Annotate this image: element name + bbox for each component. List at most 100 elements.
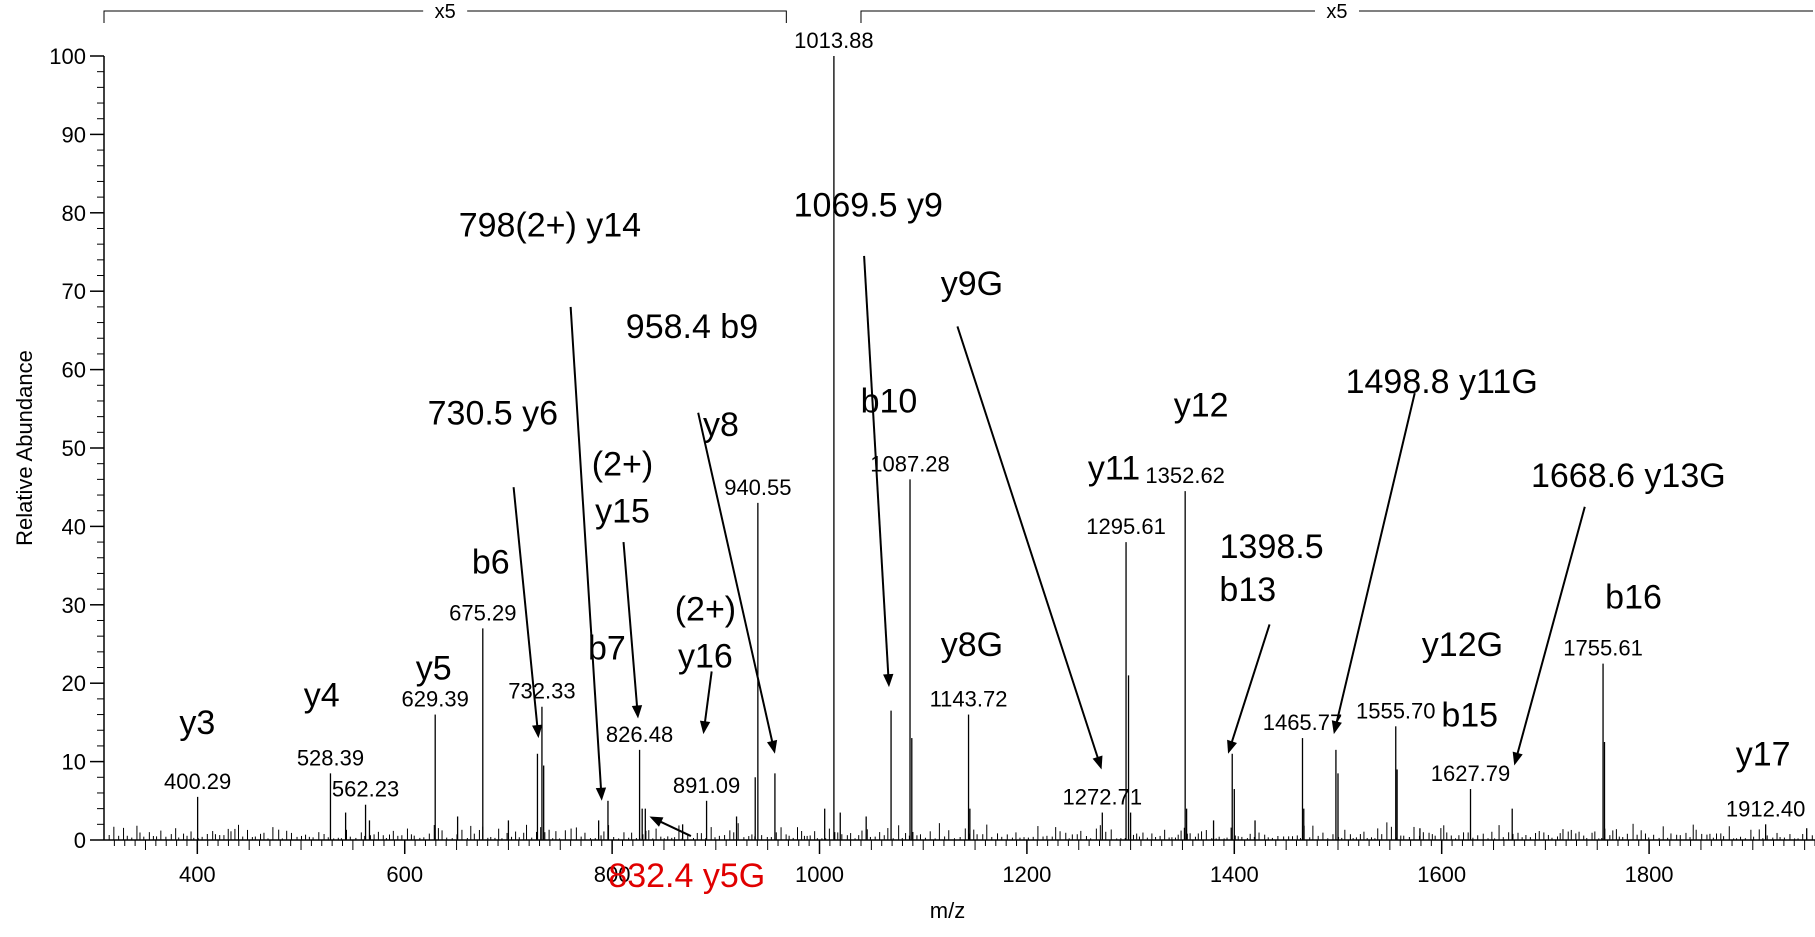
fragment-annotation: y5 bbox=[416, 649, 452, 687]
peak-mz-label: 891.09 bbox=[673, 773, 740, 798]
baseline-noise bbox=[108, 822, 1813, 840]
fragment-annotation: b16 bbox=[1605, 579, 1662, 617]
y-tick-label: 0 bbox=[74, 828, 86, 853]
peak-mz-label: 1272.71 bbox=[1063, 785, 1143, 810]
peak-mz-label: 1352.62 bbox=[1145, 463, 1225, 488]
peak-mz-label: 1013.88 bbox=[794, 28, 874, 53]
arrow-head bbox=[766, 739, 778, 754]
x-tick-label: 1400 bbox=[1210, 862, 1259, 887]
fragment-annotation: 1398.5 bbox=[1220, 528, 1324, 566]
x-tick-label: 1600 bbox=[1417, 862, 1466, 887]
fragment-annotation: y15 bbox=[595, 492, 650, 530]
fragment-annotation: 1668.6 y13G bbox=[1531, 457, 1726, 495]
arrow-head bbox=[699, 720, 711, 735]
scale-bracket bbox=[860, 10, 1813, 23]
fragment-annotations: y3 y4 y5 b6 b7 730.5 y6 798(2+) y14 (2+) y15 (2+)… bbox=[179, 187, 1790, 895]
peak-labels: 400.29 528.39 562.23 629.39 675.29 732.33 826.… bbox=[164, 28, 1805, 821]
peak-mz-label: 562.23 bbox=[332, 777, 399, 802]
annotation-arrow bbox=[659, 820, 692, 837]
peak-mz-label: 1755.61 bbox=[1563, 636, 1643, 661]
fragment-annotation: y8G bbox=[941, 626, 1003, 664]
fragment-annotation: b10 bbox=[861, 383, 918, 421]
y-tick-label: 50 bbox=[62, 436, 86, 461]
x-tick-label: 800 bbox=[594, 862, 631, 887]
fragment-annotation: y12G bbox=[1422, 626, 1503, 664]
annotation-arrow bbox=[622, 541, 639, 707]
annotation-arrow bbox=[1516, 506, 1586, 755]
y-tick-label: 40 bbox=[62, 514, 86, 539]
x-tick-label: 400 bbox=[179, 862, 216, 887]
peak-mz-label: 629.39 bbox=[402, 687, 469, 712]
annotation-arrow bbox=[703, 671, 713, 723]
annotation-arrows bbox=[512, 255, 1586, 837]
arrow-head bbox=[1092, 755, 1103, 770]
x-tick-label: 1200 bbox=[1002, 862, 1051, 887]
annotation-arrow bbox=[863, 255, 890, 676]
annotation-arrow bbox=[1230, 624, 1271, 743]
fragment-annotation: b6 bbox=[472, 543, 510, 581]
x-axis-title: m/z bbox=[930, 898, 965, 923]
arrow-head bbox=[532, 724, 543, 739]
fragment-annotation: (2+) bbox=[592, 445, 653, 483]
annotation-arrow bbox=[1335, 392, 1416, 723]
peak-bars bbox=[196, 56, 1808, 840]
y-tick-label: 90 bbox=[62, 122, 86, 147]
fragment-annotation: b13 bbox=[1219, 571, 1276, 609]
peak-mz-label: 1555.70 bbox=[1356, 698, 1436, 723]
peak-mz-label: 400.29 bbox=[164, 769, 231, 794]
annotation-arrow bbox=[956, 326, 1099, 759]
y-tick-label: 10 bbox=[62, 750, 86, 775]
y-tick-label: 60 bbox=[62, 358, 86, 383]
arrow-head bbox=[1331, 720, 1342, 735]
peak-mz-label: 1143.72 bbox=[930, 687, 1008, 712]
x-tick-label: 1000 bbox=[795, 862, 844, 887]
fragment-annotation: y11 bbox=[1088, 449, 1140, 487]
fragment-annotation: y12 bbox=[1174, 387, 1229, 425]
y-tick-label: 80 bbox=[62, 201, 86, 226]
fragment-annotation: y17 bbox=[1736, 736, 1791, 774]
fragment-annotation: y4 bbox=[304, 677, 340, 715]
scale-marks: x5 x5 bbox=[103, 1, 1813, 23]
fragment-annotation: 730.5 y6 bbox=[428, 394, 558, 432]
annotation-arrow bbox=[512, 487, 539, 727]
arrow-head bbox=[649, 816, 664, 827]
annotation-arrow bbox=[697, 412, 774, 743]
annotation-arrow bbox=[569, 306, 602, 789]
arrow-head bbox=[1227, 739, 1237, 754]
y-tick-label: 100 bbox=[49, 44, 86, 69]
fragment-annotation: y9G bbox=[941, 265, 1003, 303]
peak-mz-label: 826.48 bbox=[606, 722, 673, 747]
peak-mz-label: 732.33 bbox=[508, 679, 575, 704]
peak-mz-label: 528.39 bbox=[297, 745, 364, 770]
arrow-head bbox=[631, 705, 643, 719]
y-tick-label: 30 bbox=[62, 593, 86, 618]
peak-mz-label: 1295.61 bbox=[1086, 514, 1166, 539]
peak-mz-label: 1087.28 bbox=[870, 451, 950, 476]
fragment-annotation: y3 bbox=[179, 704, 215, 742]
y-tick-label: 20 bbox=[62, 671, 86, 696]
fragment-annotation: b7 bbox=[588, 630, 626, 668]
arrow-head bbox=[595, 787, 607, 801]
fragment-annotation: b15 bbox=[1441, 696, 1498, 734]
scale-factor-label: x5 bbox=[1326, 1, 1347, 23]
x-tick-label: 1800 bbox=[1625, 862, 1674, 887]
x-tick-label: 600 bbox=[386, 862, 423, 887]
fragment-annotation: 958.4 b9 bbox=[626, 308, 758, 346]
axis-ticks: 0 10 20 30 40 50 60 70 80 90 100 400 600 800 1000 1200 1… bbox=[49, 44, 1815, 887]
y-tick-label: 70 bbox=[62, 279, 86, 304]
axes bbox=[103, 56, 1815, 841]
peak-mz-label: 1912.40 bbox=[1726, 796, 1806, 821]
fragment-annotation: y8 bbox=[703, 406, 739, 444]
fragment-annotation: 1498.8 y11G bbox=[1346, 363, 1538, 401]
arrow-head bbox=[883, 673, 894, 688]
y-axis-title: Relative Abundance bbox=[12, 350, 37, 546]
peak-mz-label: 675.29 bbox=[449, 600, 516, 625]
peak-mz-label: 1465.77 bbox=[1263, 710, 1343, 735]
peak-mz-label: 940.55 bbox=[724, 475, 791, 500]
fragment-annotation: (2+) bbox=[675, 590, 736, 628]
fragment-annotation: 832.4 y5G bbox=[608, 857, 765, 895]
peak-mz-label: 1627.79 bbox=[1431, 761, 1511, 786]
scale-bracket bbox=[103, 10, 787, 23]
fragment-annotation: 798(2+) y14 bbox=[459, 206, 641, 244]
